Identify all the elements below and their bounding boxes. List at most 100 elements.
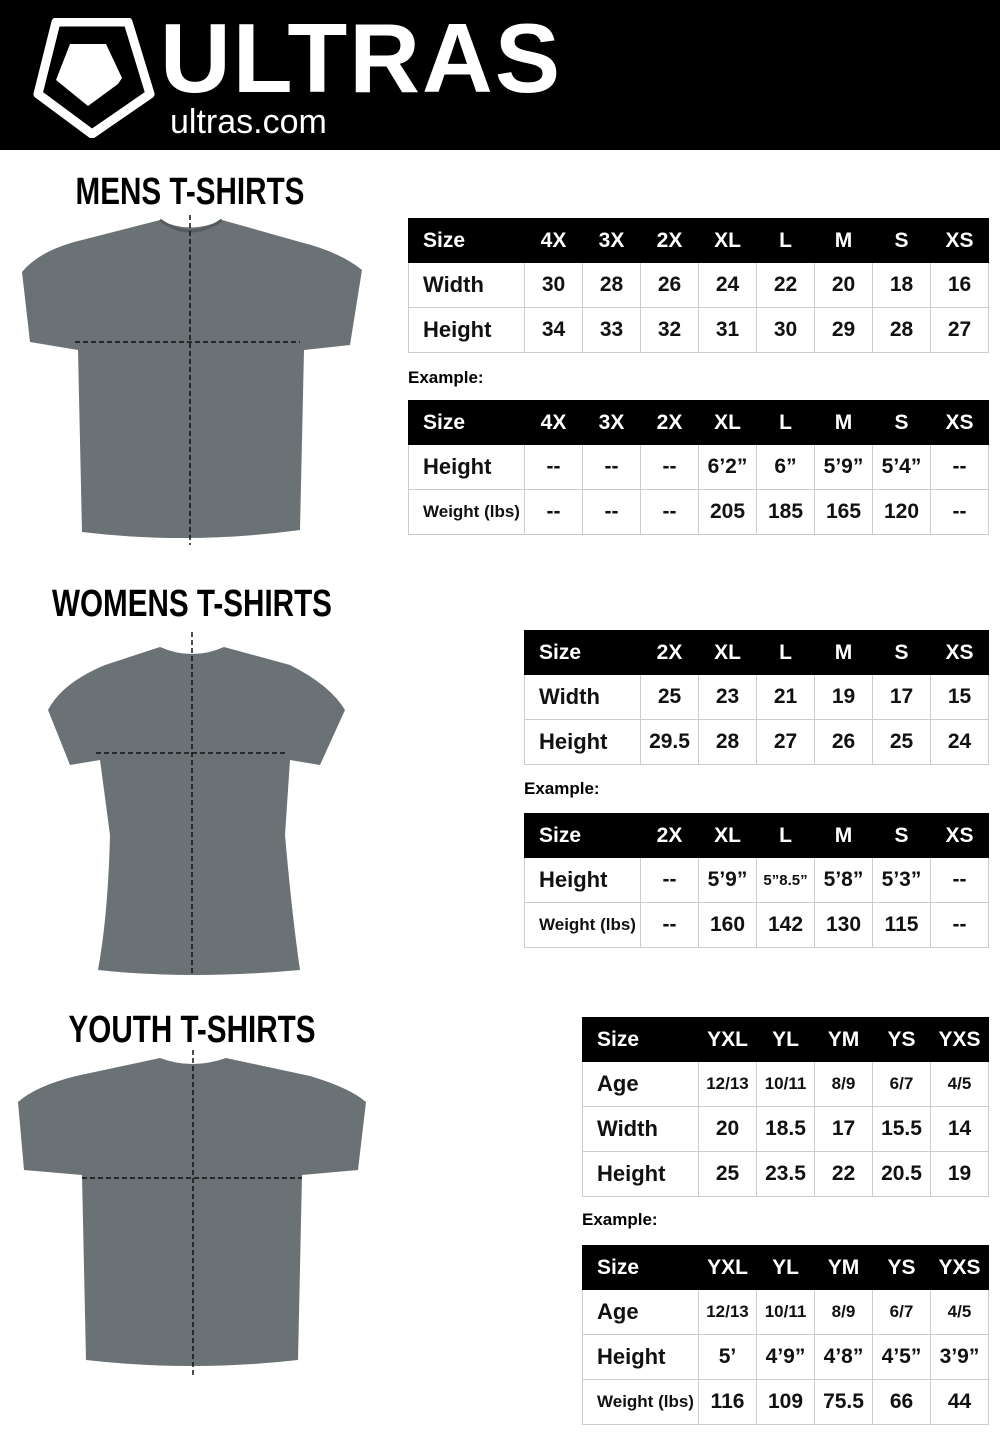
value-cell: -- [640, 444, 699, 490]
size-header-cell: 4X [524, 218, 583, 263]
value-cell: 17 [872, 674, 931, 720]
value-cell: 29.5 [640, 719, 699, 765]
row-label-cell: Weight (lbs) [408, 489, 525, 535]
size-header-cell: XS [930, 400, 989, 445]
table-row: Height -- -- -- 6’2” 6” 5’9” 5’4” -- [408, 444, 989, 490]
value-cell: 24 [698, 262, 757, 308]
size-header-cell: 2X [640, 400, 699, 445]
value-cell: 185 [756, 489, 815, 535]
size-header-cell: YS [872, 1017, 931, 1062]
value-cell: 8/9 [814, 1061, 873, 1107]
header-label-cell: Size [408, 218, 525, 263]
header-label-cell: Size [524, 630, 641, 675]
size-header-cell: 2X [640, 813, 699, 858]
size-header-cell: XS [930, 630, 989, 675]
size-header-cell: L [756, 630, 815, 675]
womens-example-table: Size 2X XL L M S XS Height -- 5’9” 5”8.5” 5’8” 5’3” -… [524, 813, 989, 948]
size-header-cell: 2X [640, 218, 699, 263]
value-cell: 28 [872, 307, 931, 353]
size-header-cell: XS [930, 218, 989, 263]
table-header-row: Size 4X 3X 2X XL L M S XS [408, 400, 989, 445]
value-cell: -- [640, 489, 699, 535]
value-cell: 10/11 [756, 1061, 815, 1107]
value-cell: 28 [698, 719, 757, 765]
mens-example-table: Size 4X 3X 2X XL L M S XS Height -- -- -- 6’2” 6” 5’9” 5… [408, 400, 989, 535]
value-cell: 12/13 [698, 1289, 757, 1335]
value-cell: -- [930, 902, 989, 948]
value-cell: 4/5 [930, 1061, 989, 1107]
value-cell: 6/7 [872, 1289, 931, 1335]
mens-measurement-table: Size 4X 3X 2X XL L M S XS Width 30 28 26 24 22 20 18 16 He… [408, 218, 989, 353]
row-label-cell: Weight (lbs) [582, 1379, 699, 1425]
value-cell: 3’9” [930, 1334, 989, 1380]
value-cell: 5’9” [698, 857, 757, 903]
row-label-cell: Height [408, 307, 525, 353]
size-header-cell: M [814, 400, 873, 445]
value-cell: 205 [698, 489, 757, 535]
table-header-row: Size YXL YL YM YS YXS [582, 1245, 989, 1290]
header-label-cell: Size [524, 813, 641, 858]
value-cell: 27 [756, 719, 815, 765]
value-cell: 20 [814, 262, 873, 308]
value-cell: 23 [698, 674, 757, 720]
size-header-cell: L [756, 813, 815, 858]
value-cell: 26 [814, 719, 873, 765]
size-header-cell: S [872, 400, 931, 445]
row-label-cell: Age [582, 1289, 699, 1335]
youth-heading: YOUTH T-SHIRTS [68, 1009, 316, 1051]
value-cell: 27 [930, 307, 989, 353]
row-label-cell: Height [408, 444, 525, 490]
value-cell: 20 [698, 1106, 757, 1152]
table-row: Height -- 5’9” 5”8.5” 5’8” 5’3” -- [524, 857, 989, 903]
value-cell: 18 [872, 262, 931, 308]
size-header-cell: L [756, 400, 815, 445]
youth-example-label: Example: [582, 1210, 658, 1229]
value-cell: 15 [930, 674, 989, 720]
womens-heading: WOMENS T-SHIRTS [52, 583, 332, 625]
row-label-cell: Width [524, 674, 641, 720]
value-cell: 5’3” [872, 857, 931, 903]
size-header-cell: YL [756, 1245, 815, 1290]
size-header-cell: XS [930, 813, 989, 858]
value-cell: 4’9” [756, 1334, 815, 1380]
header-label-cell: Size [582, 1245, 699, 1290]
youth-example-table: Size YXL YL YM YS YXS Age 12/13 10/11 8/9 6/7 4/5 He… [582, 1245, 989, 1425]
row-label-cell: Height [582, 1151, 699, 1197]
womens-shirt-image [48, 632, 345, 975]
value-cell: 15.5 [872, 1106, 931, 1152]
table-row: Height 5’ 4’9” 4’8” 4’5” 3’9” [582, 1334, 989, 1380]
table-row: Weight (lbs) -- -- -- 205 185 165 120 -- [408, 489, 989, 535]
value-cell: 23.5 [756, 1151, 815, 1197]
size-header-cell: YXL [698, 1245, 757, 1290]
value-cell: 6’2” [698, 444, 757, 490]
value-cell: 16 [930, 262, 989, 308]
value-cell: 5’8” [814, 857, 873, 903]
value-cell: 14 [930, 1106, 989, 1152]
row-label-cell: Width [582, 1106, 699, 1152]
value-cell: 25 [640, 674, 699, 720]
value-cell: 4’8” [814, 1334, 873, 1380]
value-cell: -- [524, 444, 583, 490]
size-header-cell: YM [814, 1245, 873, 1290]
value-cell: 75.5 [814, 1379, 873, 1425]
size-header-cell: S [872, 813, 931, 858]
table-row: Weight (lbs) 116 109 75.5 66 44 [582, 1379, 989, 1425]
table-row: Width 20 18.5 17 15.5 14 [582, 1106, 989, 1152]
value-cell: 130 [814, 902, 873, 948]
mens-shirt-image [22, 215, 362, 545]
row-label-cell: Width [408, 262, 525, 308]
value-cell: 20.5 [872, 1151, 931, 1197]
table-header-row: Size YXL YL YM YS YXS [582, 1017, 989, 1062]
ultras-shield-logo [33, 18, 155, 138]
table-row: Age 12/13 10/11 8/9 6/7 4/5 [582, 1289, 989, 1335]
value-cell: -- [640, 857, 699, 903]
value-cell: 22 [814, 1151, 873, 1197]
value-cell: 33 [582, 307, 641, 353]
header-label-cell: Size [582, 1017, 699, 1062]
value-cell: -- [524, 489, 583, 535]
size-header-cell: M [814, 630, 873, 675]
row-label-cell: Height [524, 857, 641, 903]
value-cell: 66 [872, 1379, 931, 1425]
size-header-cell: 4X [524, 400, 583, 445]
